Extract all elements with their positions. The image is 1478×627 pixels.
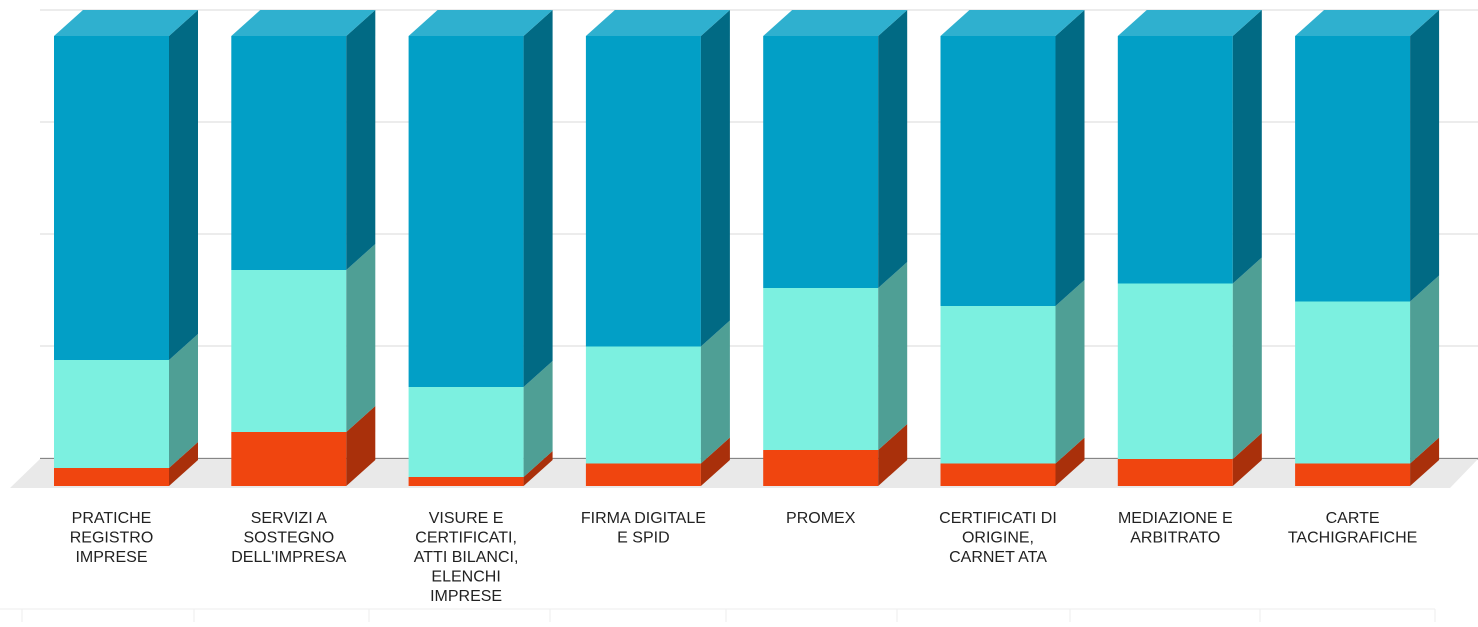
bar-side-face — [169, 10, 198, 360]
bar-top-face — [1117, 10, 1262, 36]
bar-side-face — [523, 361, 553, 477]
bar-side-face — [1232, 257, 1262, 459]
bar-segment — [1117, 283, 1233, 459]
x-tick-label: SERVIZI A SOSTEGNO DELL'IMPRESA — [231, 510, 346, 566]
bar-side-face — [169, 442, 198, 486]
bar-side-face — [346, 10, 376, 270]
bar-segment — [231, 270, 347, 432]
x-tick-label: FIRMA DIGITALE E SPID — [581, 510, 706, 547]
bar-segment — [585, 36, 701, 347]
bar-top-face — [54, 10, 198, 36]
x-tick-label: CERTIFICATI DI ORIGINE, CARNET ATA — [939, 510, 1057, 566]
bar-side-face — [346, 244, 376, 432]
bar-side-face — [1055, 280, 1085, 464]
bar-segment — [408, 477, 524, 486]
bar-side-face — [1055, 437, 1085, 486]
bar-side-face — [1410, 275, 1440, 464]
bar-side-face — [700, 320, 730, 464]
bar-side-face — [523, 451, 553, 486]
bar-segment — [54, 360, 169, 468]
bar-segment — [1295, 301, 1411, 464]
x-tick-label: VISURE E CERTIFICATI, ATTI BILANCI, ELENCHI… — [414, 510, 519, 605]
bar-top-face — [763, 10, 908, 36]
x-tick-label: PROMEX — [786, 510, 856, 527]
floor-plane — [10, 459, 1478, 488]
bar-segment — [54, 468, 169, 486]
bar-side-face — [878, 10, 908, 288]
bar-top-face — [231, 10, 376, 36]
bar-side-face — [523, 10, 553, 387]
bar-side-face — [878, 262, 908, 450]
bar-segment — [1295, 36, 1411, 302]
bar-segment — [763, 36, 879, 288]
bar-segment — [763, 288, 879, 450]
bar-segment — [1117, 36, 1233, 284]
bar-segment — [940, 463, 1056, 486]
bar-segment — [231, 432, 347, 486]
bar-segment — [585, 346, 701, 464]
x-tick-label: PRATICHE REGISTRO IMPRESE — [70, 510, 154, 566]
bar-side-face — [169, 334, 198, 468]
bar-segment — [408, 36, 524, 387]
bar-top-face — [940, 10, 1085, 36]
bar-side-face — [878, 424, 908, 486]
bar-segment — [940, 36, 1056, 306]
bar-segment — [585, 463, 701, 486]
bar-side-face — [1410, 10, 1440, 302]
bar-side-face — [1232, 433, 1262, 486]
bar-segment — [1295, 463, 1411, 486]
bar-segment — [231, 36, 347, 270]
bar-side-face — [1410, 437, 1440, 486]
bar-side-face — [1055, 10, 1085, 306]
bar-side-face — [1232, 10, 1262, 284]
bar-side-face — [346, 406, 376, 486]
x-tick-label: CARTE TACHIGRAFICHE — [1288, 510, 1417, 547]
bar-segment — [54, 36, 169, 360]
bar-top-face — [585, 10, 730, 36]
x-tick-label: MEDIAZIONE E ARBITRATO — [1118, 510, 1233, 547]
bar-top-face — [1295, 10, 1440, 36]
bar-segment — [763, 450, 879, 486]
bar-segment — [1117, 459, 1233, 486]
bar-segment — [408, 387, 524, 477]
bar-side-face — [700, 10, 730, 347]
bar-top-face — [408, 10, 553, 36]
bar-side-face — [700, 437, 730, 486]
bar-segment — [940, 306, 1056, 464]
